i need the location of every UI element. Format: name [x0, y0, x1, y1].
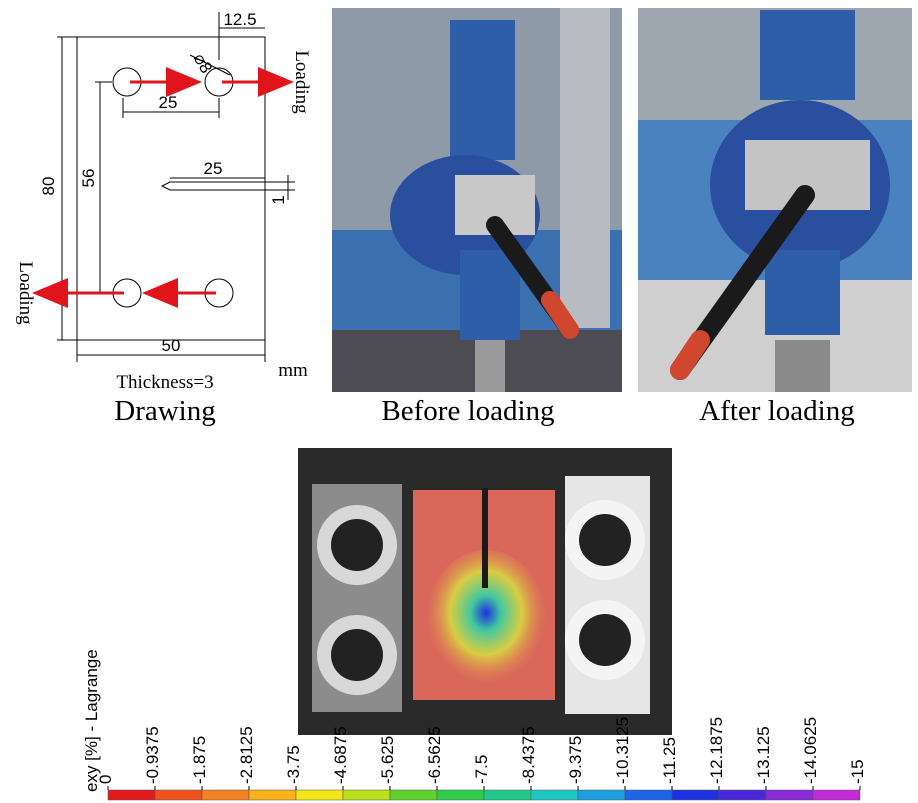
colorbar-segment: [437, 790, 484, 800]
drawing: 12.5 ⌀8 Loading 25 56 80 25 1 Loading 50…: [15, 10, 312, 393]
colorbar-segment: [155, 790, 202, 800]
dim-label: 12.5: [223, 10, 256, 29]
colorbar-segment: [484, 790, 531, 800]
colorbar-segment: [202, 790, 249, 800]
thickness-label: Thickness=3: [116, 372, 213, 393]
unit-label: mm: [278, 360, 308, 381]
colorbar-tick-label: -15: [848, 759, 867, 784]
dim-label: 25: [204, 159, 223, 178]
colorbar-tick-label: -5.625: [378, 736, 397, 784]
colorbar-tick-label: -1.875: [190, 736, 209, 784]
colorbar-tick-label: -8.4375: [519, 726, 538, 784]
dic-image: [298, 448, 672, 735]
colorbar-tick-label: -13.125: [754, 726, 773, 784]
colorbar-tick-label: -9.375: [566, 736, 585, 784]
load-label: Loading: [291, 50, 312, 114]
colorbar-segment: [578, 790, 625, 800]
colorbar-segment: [390, 790, 437, 800]
dim-label: 80: [39, 177, 58, 196]
colorbar-tick-label: -3.75: [284, 745, 303, 784]
colorbar-tick-label: -12.1875: [707, 717, 726, 784]
colorbar-tick-label: -6.5625: [425, 726, 444, 784]
figure: 12.5 ⌀8 Loading 25 56 80 25 1 Loading 50…: [0, 0, 918, 803]
colorbar-segment: [719, 790, 766, 800]
colorbar-tick-label: 0: [96, 775, 115, 784]
colorbar-tick-label: -0.9375: [143, 726, 162, 784]
dim-label: 50: [162, 336, 181, 355]
dim-label: ⌀8: [190, 50, 216, 77]
notch: [162, 182, 265, 190]
dim-label: 25: [159, 93, 178, 112]
colorbar-segment: [249, 790, 296, 800]
colorbar-segment: [296, 790, 343, 800]
caption: Drawing: [114, 395, 215, 427]
colorbar-tick-label: -7.5: [472, 755, 491, 784]
photo-before: [332, 8, 622, 392]
colorbar-tick-label: -4.6875: [331, 726, 350, 784]
colorbar-segment: [813, 790, 860, 800]
colorbar-tick-label: -2.8125: [237, 726, 256, 784]
caption: Before loading: [381, 395, 554, 427]
colorbar-segment: [766, 790, 813, 800]
colorbar-segment: [108, 790, 155, 800]
colorbar-tick-label: -11.25: [660, 737, 679, 784]
caption: After loading: [699, 395, 854, 427]
dim-label: 56: [79, 169, 98, 188]
colorbar-segment: [531, 790, 578, 800]
colorbar-segment: [343, 790, 390, 800]
photo-after: [638, 8, 912, 392]
colorbar-tick-label: -10.3125: [613, 717, 632, 784]
dim-label: 1: [269, 195, 288, 204]
colorbar-segment: [672, 790, 719, 800]
load-label: Loading: [15, 261, 36, 325]
colorbar-label: exy [%] - Lagrange: [82, 649, 101, 792]
colorbar-tick-label: -14.0625: [801, 717, 820, 784]
colorbar-segment: [625, 790, 672, 800]
